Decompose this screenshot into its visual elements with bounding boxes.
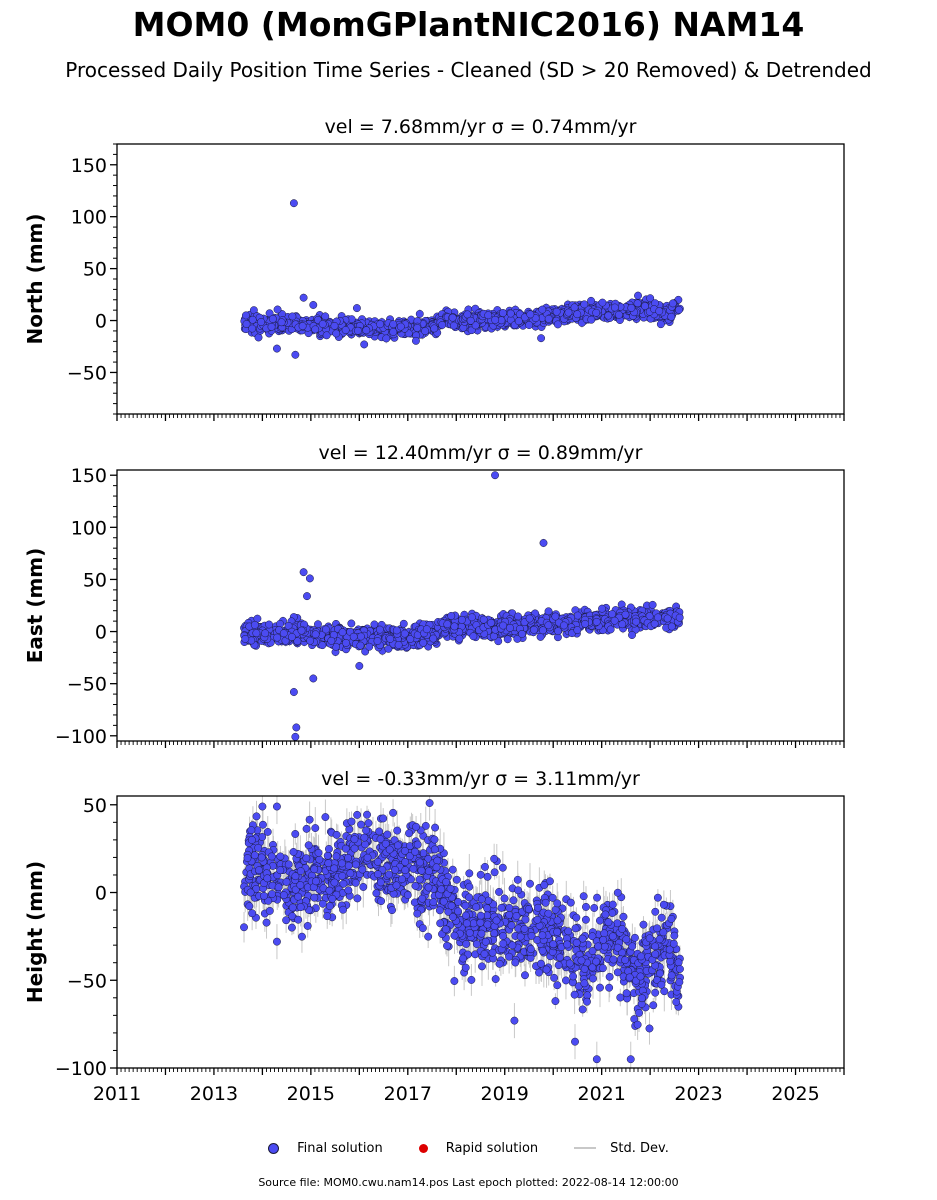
final-solution-points bbox=[240, 199, 684, 359]
data-point bbox=[491, 315, 500, 324]
data-point bbox=[667, 312, 676, 321]
data-point bbox=[506, 309, 515, 318]
data-point bbox=[273, 305, 282, 314]
std-dev-bars bbox=[243, 471, 681, 741]
panel-1: vel = 7.68mm/yr σ = 0.74mm/yr North (mm)−… bbox=[23, 116, 845, 421]
data-point bbox=[587, 315, 596, 324]
data-point bbox=[257, 318, 266, 326]
data-point bbox=[553, 320, 562, 329]
data-point bbox=[449, 321, 458, 330]
outlier-point bbox=[291, 350, 300, 359]
data-point bbox=[248, 324, 257, 333]
data-point bbox=[573, 310, 582, 319]
data-point bbox=[415, 309, 424, 318]
data-point bbox=[656, 320, 665, 329]
data-point bbox=[499, 309, 507, 317]
data-point bbox=[587, 296, 595, 305]
data-series bbox=[240, 199, 684, 359]
data-point bbox=[592, 308, 601, 317]
data-point bbox=[241, 311, 250, 320]
data-point bbox=[242, 320, 251, 328]
data-point bbox=[463, 310, 472, 319]
data-point bbox=[604, 311, 613, 320]
data-point bbox=[248, 315, 257, 324]
data-point bbox=[438, 321, 447, 329]
outlier-point bbox=[537, 334, 546, 343]
data-point bbox=[318, 320, 327, 328]
data-point bbox=[341, 326, 350, 334]
final-solution-points bbox=[240, 471, 684, 741]
data-point bbox=[268, 314, 277, 323]
data-point bbox=[330, 321, 339, 330]
data-point bbox=[411, 336, 420, 345]
data-point bbox=[675, 305, 683, 314]
data-point bbox=[448, 313, 457, 322]
data-point bbox=[421, 327, 430, 336]
data-point bbox=[311, 325, 320, 334]
data-point bbox=[627, 303, 636, 312]
axes-frame bbox=[116, 143, 845, 415]
data-point bbox=[389, 327, 398, 336]
data-point bbox=[399, 619, 408, 628]
data-point bbox=[466, 316, 475, 325]
data-point bbox=[267, 322, 276, 331]
data-point bbox=[322, 331, 331, 340]
data-point bbox=[598, 298, 607, 307]
data-point bbox=[544, 314, 553, 323]
data-series bbox=[240, 471, 684, 741]
data-point bbox=[277, 318, 286, 327]
y-axis-label: East (mm) bbox=[23, 548, 47, 664]
y-tick-label: 100 bbox=[71, 207, 107, 229]
y-tick-label: 150 bbox=[71, 155, 107, 177]
y-tick-label: 50 bbox=[83, 259, 107, 281]
data-point bbox=[610, 303, 619, 312]
data-point bbox=[347, 619, 356, 628]
data-point bbox=[580, 300, 589, 309]
outlier-point bbox=[352, 304, 361, 313]
data-point bbox=[471, 321, 480, 330]
data-point bbox=[484, 311, 493, 320]
data-point bbox=[396, 322, 405, 331]
data-point bbox=[254, 333, 263, 342]
outlier-point bbox=[309, 301, 318, 309]
data-point bbox=[614, 310, 623, 319]
data-point bbox=[353, 326, 362, 335]
y-axis-label: North (mm) bbox=[23, 213, 47, 344]
outlier-point bbox=[272, 344, 281, 353]
data-point bbox=[668, 299, 677, 308]
outlier-point bbox=[360, 340, 369, 349]
data-point bbox=[430, 324, 439, 333]
y-tick-label: −50 bbox=[67, 362, 107, 384]
data-point bbox=[570, 303, 579, 312]
data-point bbox=[413, 324, 422, 332]
data-point bbox=[525, 321, 534, 329]
outlier-point bbox=[634, 291, 642, 300]
figure-title: MOM0 (MomGPlantNIC2016) NAM14 bbox=[132, 5, 805, 44]
data-point bbox=[288, 312, 297, 321]
panel-title: vel = 7.68mm/yr σ = 0.74mm/yr bbox=[325, 116, 637, 138]
outlier-point bbox=[289, 199, 298, 208]
data-point bbox=[382, 334, 391, 343]
outlier-point bbox=[299, 293, 308, 302]
data-point bbox=[564, 308, 573, 317]
data-point bbox=[376, 320, 385, 329]
data-point bbox=[389, 320, 398, 329]
y-tick-label: 0 bbox=[95, 311, 107, 333]
data-point bbox=[552, 307, 561, 316]
data-point bbox=[526, 310, 535, 319]
data-point bbox=[298, 322, 307, 331]
data-point bbox=[332, 329, 341, 338]
panel-title: vel = 12.40mm/yr σ = 0.89mm/yr bbox=[319, 442, 643, 464]
data-point bbox=[362, 326, 371, 335]
data-point bbox=[655, 307, 664, 316]
data-point bbox=[514, 317, 523, 326]
data-point bbox=[646, 294, 655, 303]
figure-subtitle: Processed Daily Position Time Series - C… bbox=[65, 58, 872, 82]
data-point bbox=[538, 305, 547, 314]
